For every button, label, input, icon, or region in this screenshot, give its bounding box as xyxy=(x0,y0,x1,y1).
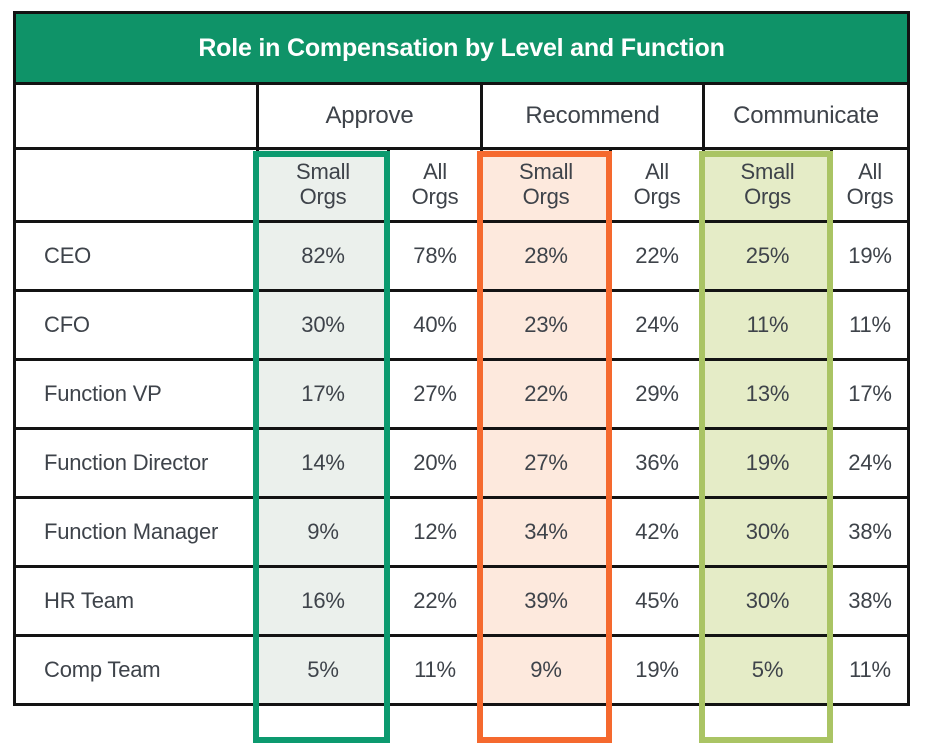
group-header-communicate: Communicate xyxy=(702,82,910,150)
value-cell: 5% xyxy=(702,634,833,706)
table-row: CFO 30% 40% 23% 24% 11% 11% xyxy=(13,289,910,361)
sub-header-recommend-all-orgs: All Orgs xyxy=(609,147,705,223)
value-cell: 11% xyxy=(387,634,483,706)
table-title: Role in Compensation by Level and Functi… xyxy=(13,11,910,85)
sub-header-communicate-small-orgs: Small Orgs xyxy=(702,147,833,223)
row-label: Comp Team xyxy=(13,634,259,706)
table-row: HR Team 16% 22% 39% 45% 30% 38% xyxy=(13,565,910,637)
row-label: Function VP xyxy=(13,358,259,430)
value-cell: 19% xyxy=(702,427,833,499)
value-cell: 14% xyxy=(256,427,390,499)
row-label: CFO xyxy=(13,289,259,361)
title-row: Role in Compensation by Level and Functi… xyxy=(13,11,910,85)
value-cell: 12% xyxy=(387,496,483,568)
empty-corner-cell xyxy=(13,82,259,150)
group-header-approve: Approve xyxy=(256,82,483,150)
value-cell: 34% xyxy=(480,496,612,568)
value-cell: 36% xyxy=(609,427,705,499)
value-cell: 9% xyxy=(256,496,390,568)
table-row: Function VP 17% 27% 22% 29% 13% 17% xyxy=(13,358,910,430)
value-cell: 16% xyxy=(256,565,390,637)
row-label: CEO xyxy=(13,220,259,292)
value-cell: 38% xyxy=(830,565,910,637)
value-cell: 11% xyxy=(702,289,833,361)
value-cell: 25% xyxy=(702,220,833,292)
table-row: CEO 82% 78% 28% 22% 25% 19% xyxy=(13,220,910,292)
value-cell: 9% xyxy=(480,634,612,706)
value-cell: 27% xyxy=(387,358,483,430)
value-cell: 30% xyxy=(256,289,390,361)
value-cell: 24% xyxy=(830,427,910,499)
value-cell: 82% xyxy=(256,220,390,292)
value-cell: 78% xyxy=(387,220,483,292)
value-cell: 20% xyxy=(387,427,483,499)
value-cell: 23% xyxy=(480,289,612,361)
value-cell: 19% xyxy=(609,634,705,706)
value-cell: 39% xyxy=(480,565,612,637)
sub-header-approve-all-orgs: All Orgs xyxy=(387,147,483,223)
value-cell: 5% xyxy=(256,634,390,706)
value-cell: 17% xyxy=(256,358,390,430)
group-header-recommend: Recommend xyxy=(480,82,705,150)
table-row: Comp Team 5% 11% 9% 19% 5% 11% xyxy=(13,634,910,706)
value-cell: 19% xyxy=(830,220,910,292)
value-cell: 30% xyxy=(702,565,833,637)
sub-header-row: Small Orgs All Orgs Small Orgs All Orgs … xyxy=(13,147,910,223)
value-cell: 11% xyxy=(830,634,910,706)
row-label: Function Director xyxy=(13,427,259,499)
value-cell: 17% xyxy=(830,358,910,430)
value-cell: 13% xyxy=(702,358,833,430)
value-cell: 24% xyxy=(609,289,705,361)
value-cell: 22% xyxy=(387,565,483,637)
compensation-role-table: Role in Compensation by Level and Functi… xyxy=(13,11,910,706)
sub-header-communicate-all-orgs: All Orgs xyxy=(830,147,910,223)
value-cell: 38% xyxy=(830,496,910,568)
group-header-row: Approve Recommend Communicate xyxy=(13,82,910,150)
value-cell: 22% xyxy=(609,220,705,292)
table-row: Function Manager 9% 12% 34% 42% 30% 38% xyxy=(13,496,910,568)
table-row: Function Director 14% 20% 27% 36% 19% 24… xyxy=(13,427,910,499)
value-cell: 40% xyxy=(387,289,483,361)
value-cell: 11% xyxy=(830,289,910,361)
value-cell: 22% xyxy=(480,358,612,430)
sub-header-approve-small-orgs: Small Orgs xyxy=(256,147,390,223)
row-label: Function Manager xyxy=(13,496,259,568)
empty-corner-cell xyxy=(13,147,259,223)
value-cell: 42% xyxy=(609,496,705,568)
value-cell: 45% xyxy=(609,565,705,637)
sub-header-recommend-small-orgs: Small Orgs xyxy=(480,147,612,223)
value-cell: 29% xyxy=(609,358,705,430)
value-cell: 28% xyxy=(480,220,612,292)
row-label: HR Team xyxy=(13,565,259,637)
value-cell: 27% xyxy=(480,427,612,499)
value-cell: 30% xyxy=(702,496,833,568)
